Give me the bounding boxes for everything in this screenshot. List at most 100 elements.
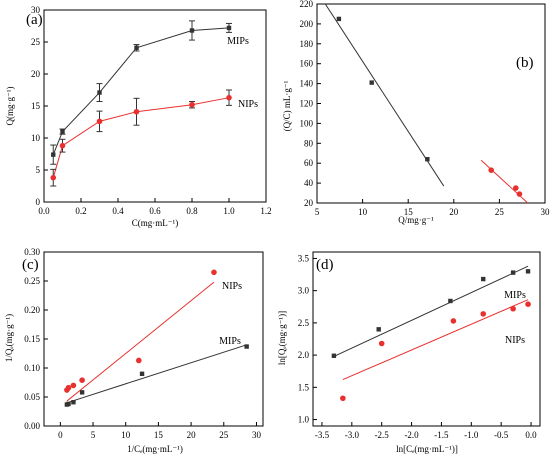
x-tick-label: 30 bbox=[252, 430, 262, 440]
data-point bbox=[481, 276, 486, 282]
y-tick-label: 1.5 bbox=[298, 382, 310, 392]
panel-c: 0 5 10 15 20 25 30 0.00 0.05 0.10 0.15 0.20 0.25 0.30… bbox=[4, 247, 264, 454]
data-point bbox=[211, 269, 217, 276]
y-tick-label: 3.0 bbox=[298, 286, 310, 296]
x-tick-label: -1.0 bbox=[464, 430, 479, 440]
data-point bbox=[97, 90, 102, 95]
x-tick-label: -3.0 bbox=[345, 430, 360, 440]
data-point bbox=[139, 371, 145, 376]
y-tick-label: 0.10 bbox=[24, 363, 40, 373]
x-tick-label: 0.2 bbox=[75, 206, 86, 216]
y-tick-label: 30 bbox=[31, 5, 41, 15]
fit-line bbox=[342, 299, 529, 381]
data-point bbox=[516, 191, 523, 197]
x-tick-label: 1.0 bbox=[223, 206, 235, 216]
plot-frame bbox=[312, 251, 541, 427]
y-tick-label: 25 bbox=[31, 37, 41, 47]
y-tick-label: 120 bbox=[300, 99, 314, 109]
y-tick-label: 200 bbox=[300, 19, 314, 29]
x-axis-label: 1/Cₑ(mg·mL⁻¹) bbox=[127, 444, 183, 454]
fit-line bbox=[66, 281, 215, 402]
series-label: NIPs bbox=[505, 335, 525, 346]
series-nips bbox=[340, 299, 531, 402]
y-tick-label: 220 bbox=[300, 0, 314, 9]
y-tick-label: 0.00 bbox=[24, 421, 40, 431]
x-axis-label: ln[Cₑ(mg·mL⁻¹)] bbox=[396, 444, 458, 454]
x-tick-label: 1.2 bbox=[260, 206, 271, 216]
data-point bbox=[51, 152, 56, 157]
data-point bbox=[79, 377, 85, 383]
series-label: MIPs bbox=[504, 290, 526, 301]
x-tick-label: -0.5 bbox=[494, 430, 509, 440]
x-tick-label: 20 bbox=[187, 430, 197, 440]
fit-line bbox=[480, 159, 529, 203]
y-tick-label: 0.30 bbox=[24, 247, 40, 257]
data-point bbox=[510, 270, 516, 275]
fit-line bbox=[66, 344, 247, 404]
data-point bbox=[513, 185, 519, 191]
series-line bbox=[52, 27, 230, 155]
x-tick-label: 0.8 bbox=[186, 206, 198, 216]
x-tick-label: 30 bbox=[541, 207, 550, 217]
data-point bbox=[488, 167, 494, 173]
data-point bbox=[189, 28, 195, 33]
panel-label: (b) bbox=[516, 55, 534, 71]
y-tick-label: 20 bbox=[31, 69, 41, 79]
y-tick-label: 80 bbox=[304, 138, 314, 148]
series-lines bbox=[52, 27, 230, 155]
x-tick-label: 25 bbox=[219, 430, 229, 440]
series-mips bbox=[64, 344, 249, 407]
y-tick-label: 60 bbox=[304, 158, 314, 168]
series-1 bbox=[480, 159, 529, 203]
fit-line bbox=[324, 4, 445, 187]
y-tick-label: 20 bbox=[304, 198, 314, 208]
data-point bbox=[376, 327, 381, 332]
x-tick-label: -2.5 bbox=[375, 430, 390, 440]
y-axis-label: Q(mg·g⁻¹) bbox=[5, 87, 15, 126]
series-label: MIPs bbox=[227, 36, 249, 47]
data-point bbox=[70, 382, 77, 389]
series-mips bbox=[331, 265, 531, 358]
y-tick-label: 180 bbox=[300, 39, 314, 49]
series-label: NIPs bbox=[238, 99, 258, 110]
y-tick-label: 0.05 bbox=[24, 392, 40, 402]
y-tick-label: 40 bbox=[304, 178, 314, 188]
data-point bbox=[65, 384, 72, 391]
data-point bbox=[226, 25, 232, 31]
series-line bbox=[52, 97, 230, 178]
y-tick-label: 0 bbox=[36, 197, 41, 207]
panel-d: -3.5 -3.0 -2.5 -2.0 -1.5 -1.0 -0.5 0.0 1.0 1.5 2.0… bbox=[277, 251, 541, 454]
series-lines bbox=[324, 4, 445, 187]
panel-label: (c) bbox=[22, 257, 39, 273]
data-point bbox=[448, 298, 453, 304]
x-tick-label: 5 bbox=[91, 430, 96, 440]
x-tick-label: 20 bbox=[449, 207, 459, 217]
data-point bbox=[378, 340, 385, 347]
y-tick-label: 160 bbox=[300, 59, 314, 69]
x-tick-label: 0.6 bbox=[149, 206, 161, 216]
data-point bbox=[79, 390, 85, 395]
data-point bbox=[525, 301, 531, 308]
series-lines bbox=[480, 159, 529, 203]
y-tick-label: 2.5 bbox=[298, 318, 310, 328]
series-nips bbox=[50, 89, 232, 187]
x-tick-label: 5 bbox=[315, 207, 320, 217]
y-tick-label: 0.20 bbox=[24, 305, 40, 315]
y-tick-label: 2.0 bbox=[298, 350, 310, 360]
data-point bbox=[71, 400, 76, 405]
y-tick-label: 15 bbox=[31, 101, 41, 111]
x-tick-label: 0.0 bbox=[38, 206, 50, 216]
x-axis-label: C(mg·mL⁻¹) bbox=[132, 218, 178, 228]
series-lines bbox=[342, 299, 529, 381]
series-0 bbox=[324, 4, 445, 187]
panel-label: (d) bbox=[316, 257, 334, 273]
data-point bbox=[189, 101, 195, 108]
fit-line bbox=[333, 265, 529, 357]
y-tick-label: 10 bbox=[31, 133, 41, 143]
data-point bbox=[369, 80, 374, 85]
series-lines bbox=[52, 97, 230, 178]
data-point bbox=[331, 353, 337, 358]
data-point bbox=[480, 311, 487, 317]
y-tick-label: 0.15 bbox=[24, 334, 40, 344]
